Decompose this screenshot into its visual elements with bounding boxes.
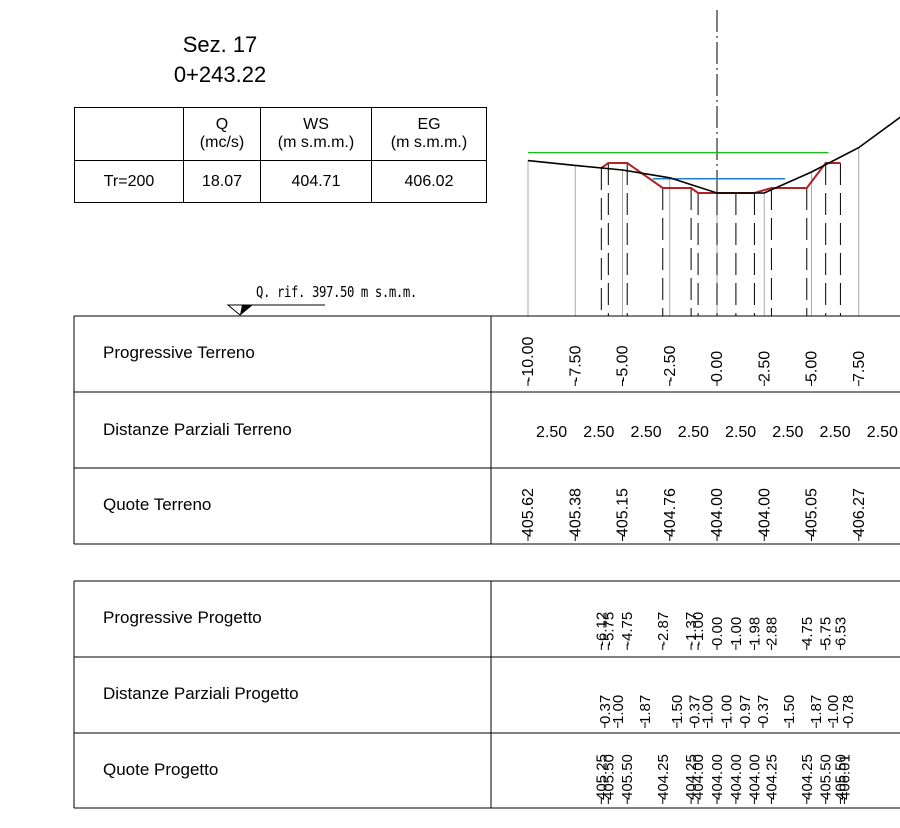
project-distance-value: 1.50 <box>781 695 798 724</box>
project-quote-value: 405.50 <box>619 754 636 800</box>
project-progressive-value: -1.00 <box>690 612 707 646</box>
project-quote-value: 404.25 <box>763 754 780 800</box>
project-progressive-value: -2.87 <box>655 612 672 646</box>
terrain-distance-value: 2.50 <box>820 424 851 441</box>
project-quote-value: 404.00 <box>728 754 745 800</box>
terrain-distance-value: 2.50 <box>772 424 803 441</box>
band-values: -10.00 405.62 -7.50 405.38 -5.00 405.15 -2.50 4… <box>520 337 898 804</box>
project-distance-value: 1.00 <box>825 695 842 724</box>
terrain-quote-value: 404.76 <box>662 488 679 537</box>
band-label-distanze-terreno: Distanze Parziali Terreno <box>103 420 292 439</box>
terrain-progressive-value: 0.00 <box>709 351 726 382</box>
project-quote-value: 405.25 <box>593 754 610 800</box>
terrain-distance-value: 2.50 <box>583 424 614 441</box>
project-progressive-value: 1.00 <box>728 617 745 646</box>
terrain-quote-value: 405.05 <box>804 488 821 537</box>
project-quote-value: 405.50 <box>600 754 617 800</box>
terrain-distance-value: 2.50 <box>867 424 898 441</box>
terrain-profile-line <box>527 116 900 194</box>
terrain-progressive-value: 5.00 <box>804 351 821 382</box>
project-progressive-value: 6.53 <box>832 617 849 646</box>
project-distance-value: 1.00 <box>718 695 735 724</box>
row-label: Tr=200 <box>74 160 184 203</box>
value-eg: 406.02 <box>371 160 487 203</box>
project-quote-value: 404.25 <box>655 754 672 800</box>
project-distance-value: 1.00 <box>610 695 627 724</box>
band-label-quote-terreno: Quote Terreno <box>103 495 212 514</box>
project-progressive-value: -5.75 <box>600 612 617 646</box>
project-progressive-value: 2.88 <box>763 617 780 646</box>
project-distance-value: 0.37 <box>597 695 614 724</box>
project-quote-value: 404.25 <box>683 754 700 800</box>
terrain-progressive-value: -10.00 <box>520 337 537 382</box>
project-progressive-value: -6.12 <box>593 612 610 646</box>
project-distance-value: 1.87 <box>808 695 825 724</box>
terrain-distance-value: 2.50 <box>725 424 756 441</box>
terrain-progressive-value: -7.50 <box>567 345 584 382</box>
project-profile-line <box>600 162 841 194</box>
terrain-progressive-value: -2.50 <box>662 345 679 382</box>
header-eg: EG (m s.m.m.) <box>371 107 487 161</box>
terrain-progressive-value: 2.50 <box>756 351 773 382</box>
band-label-distanze-progetto: Distanze Parziali Progetto <box>103 684 299 703</box>
terrain-quote-value: 406.27 <box>851 488 868 537</box>
band-label-quote-progetto: Quote Progetto <box>103 760 219 779</box>
project-progressive-value: 0.00 <box>709 617 726 646</box>
terrain-quote-value: 405.62 <box>520 488 537 537</box>
terrain-distance-value: 2.50 <box>536 424 567 441</box>
project-distance-value: 0.37 <box>755 695 772 724</box>
terrain-band-grid <box>73 315 900 545</box>
table-corner-cell <box>74 107 184 161</box>
value-q: 18.07 <box>183 160 261 203</box>
project-progressive-value: 4.75 <box>799 617 816 646</box>
project-distance-value: 0.97 <box>737 695 754 724</box>
terrain-distance-value: 2.50 <box>631 424 662 441</box>
terrain-distance-value: 2.50 <box>678 424 709 441</box>
terrain-quote-value: 405.15 <box>615 488 632 537</box>
drop-lines <box>527 147 860 316</box>
project-quote-value: 405.50 <box>818 754 835 800</box>
project-distance-value: 1.50 <box>669 695 686 724</box>
project-quote-value: 405.50 <box>832 754 849 800</box>
project-distance-value: 1.00 <box>700 695 717 724</box>
project-distance-value: 0.37 <box>687 695 704 724</box>
reference-marker-icon <box>226 304 325 316</box>
section-title: Sez. 17 <box>182 32 258 57</box>
project-quote-value: 404.00 <box>746 754 763 800</box>
project-progressive-value: -4.75 <box>619 612 636 646</box>
project-quote-value: 404.25 <box>799 754 816 800</box>
project-distance-value: 1.87 <box>637 695 654 724</box>
terrain-progressive-value: 7.50 <box>851 351 868 382</box>
reference-level-label: Q. rif. 397.50 m s.m.m. <box>256 283 417 301</box>
project-quote-value: 404.00 <box>690 754 707 800</box>
header-ws: WS (m s.m.m.) <box>260 107 372 161</box>
project-progressive-value: -1.37 <box>683 612 700 646</box>
band-label-progressive-terreno: Progressive Terreno <box>103 343 255 362</box>
project-distance-value: 0.78 <box>840 695 857 724</box>
project-progressive-value: 5.75 <box>818 617 835 646</box>
section-chainage: 0+243.22 <box>173 62 267 87</box>
terrain-quote-value: 404.00 <box>756 488 773 537</box>
terrain-progressive-value: -5.00 <box>615 345 632 382</box>
project-quote-value: 406.01 <box>836 754 853 800</box>
project-quote-value: 404.00 <box>709 754 726 800</box>
profiles <box>527 116 900 194</box>
project-progressive-value: 1.98 <box>746 617 763 646</box>
table-row: Tr=200 18.07 404.71 406.02 <box>74 160 487 203</box>
value-ws: 404.71 <box>260 160 372 203</box>
band-label-progressive-progetto: Progressive Progetto <box>103 608 262 627</box>
terrain-quote-value: 404.00 <box>709 488 726 537</box>
project-band-grid <box>73 580 900 809</box>
hydraulic-results-table: Q (mc/s) WS (m s.m.m.) EG (m s.m.m.) Tr=… <box>74 107 487 203</box>
terrain-quote-value: 405.38 <box>567 488 584 537</box>
